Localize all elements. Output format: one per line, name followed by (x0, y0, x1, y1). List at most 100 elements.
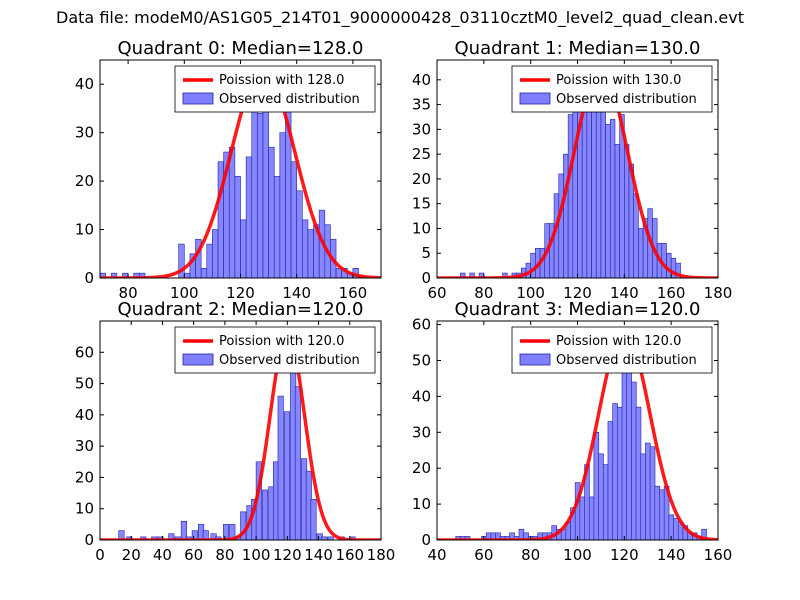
histogram-bar (593, 431, 600, 540)
legend-observed-label: Observed distribution (556, 353, 697, 368)
x-tick-label: 180 (704, 284, 733, 302)
chart-title: Quadrant 0: Median=128.0 (118, 38, 364, 59)
x-tick-label: 80 (474, 284, 493, 302)
histogram-bar (645, 442, 651, 540)
histogram-bar (251, 88, 258, 278)
x-tick-label: 120 (610, 546, 639, 564)
histogram-bar (200, 268, 208, 278)
x-tick-label: 100 (170, 284, 199, 302)
legend-observed-label: Observed distribution (219, 353, 360, 368)
histogram-bar (310, 499, 317, 540)
histogram-bar (558, 173, 564, 278)
legend-poisson-label: Poission with 120.0 (219, 334, 344, 349)
histogram-bar (640, 453, 646, 540)
chart-panel-2: 0 20 40 60 80 100 120 140 160 180 0 10 20 30 40 50 60 Qua… (75, 299, 395, 564)
figure-suptitle: Data file: modeM0/AS1G05_214T01_90000004… (56, 8, 744, 27)
y-tick-label: 30 (412, 423, 431, 441)
histogram-bar (631, 381, 637, 540)
histogram-bar (277, 395, 284, 540)
histogram-bar (666, 252, 672, 278)
x-tick-label: 100 (516, 284, 545, 302)
y-tick-label: 40 (75, 406, 94, 424)
x-tick-label: 60 (427, 284, 446, 302)
y-tick-label: 40 (75, 75, 94, 93)
histogram-bar (600, 109, 606, 278)
histogram-bar (206, 243, 213, 278)
chart-title: Quadrant 1: Median=130.0 (455, 38, 701, 59)
x-tick-label: 160 (704, 546, 733, 564)
legend-observed-label: Observed distribution (219, 92, 360, 107)
histogram-bar (586, 99, 592, 278)
histogram-bar (184, 272, 191, 278)
histogram-bar (307, 229, 314, 278)
y-tick-label: 50 (75, 375, 94, 393)
y-tick-label: 30 (75, 437, 94, 455)
histogram-bar (212, 229, 219, 278)
histogram-bar (595, 99, 602, 278)
y-tick-label: 10 (412, 219, 431, 237)
histogram-bar (567, 114, 574, 278)
y-tick-label: 40 (412, 387, 431, 405)
y-tick-label: 30 (412, 120, 431, 138)
chart-panel-0: 80 100 120 140 160 0 10 20 30 40 Quadrant 0: Media… (75, 38, 382, 302)
histogram-bar (614, 143, 620, 278)
x-tick-label: 20 (122, 546, 141, 564)
y-tick-label: 5 (421, 244, 431, 262)
histogram-bar (624, 143, 630, 278)
histogram-bar (279, 132, 286, 278)
y-tick-label: 20 (412, 170, 431, 188)
plot-area (437, 68, 718, 278)
x-tick-label: 80 (215, 546, 234, 564)
chart-panel-3: 40 60 80 100 120 140 160 0 10 20 30 40 50 60 Quadrant … (412, 299, 732, 564)
y-tick-label: 0 (421, 269, 431, 287)
x-tick-label: 80 (119, 284, 138, 302)
histogram-bar (635, 406, 642, 540)
histogram-bar (180, 520, 187, 540)
histogram-bar (290, 161, 297, 278)
histogram-bar (598, 453, 604, 540)
legend-box (174, 65, 376, 113)
legend-poisson-label: Poission with 128.0 (219, 73, 344, 88)
axes-frame (99, 320, 382, 541)
x-tick-label: 140 (610, 284, 639, 302)
plot-area (437, 329, 718, 540)
x-tick-label: 160 (339, 284, 368, 302)
x-tick-label: 120 (273, 546, 302, 564)
histogram-bar (262, 98, 269, 278)
y-tick-label: 15 (412, 195, 431, 213)
x-tick-label: 0 (95, 546, 105, 564)
y-tick-label: 25 (412, 145, 431, 163)
chart-panel-1: 60 80 100 120 140 160 180 0 5 10 15 20 25 30 35 40 Quadr… (412, 38, 732, 302)
histogram-bar (588, 496, 595, 540)
histogram-bar (294, 386, 301, 540)
histogram-bar (673, 518, 679, 540)
x-tick-label: 40 (427, 546, 446, 564)
y-tick-label: 30 (75, 124, 94, 142)
y-tick-label: 20 (75, 172, 94, 190)
histogram-bar (649, 446, 656, 540)
x-tick-label: 160 (657, 284, 686, 302)
histogram-bar (602, 464, 609, 540)
x-tick-label: 80 (521, 546, 540, 564)
histogram-bar (563, 153, 569, 278)
x-tick-label: 120 (563, 284, 592, 302)
poisson-curve (100, 331, 381, 540)
histogram-bar (223, 524, 230, 540)
y-tick-label: 40 (412, 71, 431, 89)
x-tick-label: 60 (184, 546, 203, 564)
histogram-bar (464, 536, 471, 540)
histogram-bar (607, 421, 614, 540)
legend-observed-label: Observed distribution (556, 92, 697, 107)
x-tick-label: 120 (226, 284, 255, 302)
y-tick-label: 0 (421, 531, 431, 549)
histogram-bar (612, 403, 618, 540)
histogram-bar (605, 124, 611, 278)
histogram-bar (626, 356, 632, 540)
histogram-bar (579, 496, 586, 540)
histogram-bar (245, 156, 253, 278)
histogram-bar (228, 146, 236, 278)
y-tick-label: 10 (412, 495, 431, 513)
histogram-bar (617, 406, 623, 540)
poisson-curve (437, 329, 718, 540)
